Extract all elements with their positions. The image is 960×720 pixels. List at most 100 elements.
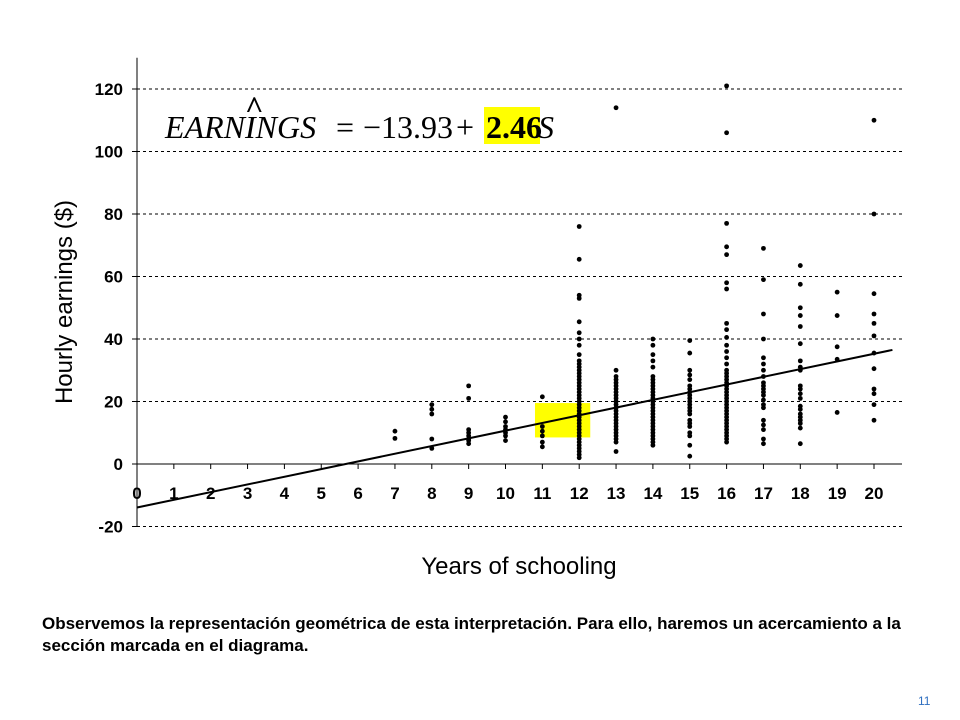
y-tick-label-100: 100 [95, 143, 123, 162]
data-point-215 [797, 395, 803, 401]
data-point-27 [539, 444, 545, 450]
data-point-157 [724, 361, 729, 367]
regression-equation: ^ EARNINGS = −13.93 + 2.46 S [164, 89, 554, 145]
data-point-31 [576, 295, 582, 301]
equation-slope: 2.46 [486, 109, 542, 145]
y-tick-label-40: 40 [104, 330, 123, 349]
y-tick-label-0: 0 [114, 455, 123, 474]
x-tick-label-12: 12 [570, 484, 589, 503]
data-point-187 [761, 361, 766, 367]
data-point-0 [392, 428, 398, 434]
x-tick-label-7: 7 [390, 484, 399, 503]
data-point-14 [466, 441, 472, 447]
data-point-207 [797, 324, 803, 329]
data-point-8 [466, 395, 472, 401]
regression-line-layer [136, 348, 893, 509]
data-point-183 [761, 277, 766, 283]
x-tick-label-8: 8 [427, 484, 436, 503]
data-point-145 [724, 130, 729, 136]
data-point-122 [687, 338, 693, 343]
data-point-142 [687, 442, 693, 448]
data-point-231 [871, 291, 877, 297]
data-point-205 [797, 305, 803, 311]
data-point-199 [761, 422, 766, 428]
data-point-225 [834, 313, 840, 318]
data-point-98 [650, 364, 656, 370]
data-point-186 [761, 355, 766, 361]
data-point-36 [576, 352, 582, 358]
x-tick-label-3: 3 [243, 484, 252, 503]
grid-layer [137, 88, 902, 527]
equation-equals: = [336, 109, 354, 145]
data-point-198 [761, 417, 766, 423]
data-point-26 [539, 439, 545, 445]
x-tick-label-2: 2 [206, 484, 215, 503]
data-point-22 [539, 394, 545, 400]
data-point-147 [724, 244, 729, 250]
data-point-238 [871, 391, 877, 397]
data-point-149 [724, 280, 729, 286]
equation-plus: + [456, 109, 474, 145]
data-point-237 [871, 386, 877, 392]
data-point-123 [687, 350, 693, 356]
data-point-34 [576, 336, 582, 342]
data-point-2 [429, 402, 435, 408]
y-axis-title: Hourly earnings ($) [51, 200, 78, 404]
data-point-1 [392, 435, 398, 441]
data-point-226 [834, 344, 840, 350]
data-point-150 [724, 286, 729, 292]
data-point-125 [687, 372, 693, 378]
data-point-229 [871, 117, 877, 123]
equation-hat: ^ [245, 89, 264, 125]
data-point-33 [576, 330, 582, 336]
x-tick-label-10: 10 [496, 484, 515, 503]
data-point-121 [650, 442, 656, 448]
equation-variable: S [538, 109, 554, 145]
data-point-233 [871, 320, 877, 326]
equation-intercept: −13.93 [363, 109, 453, 145]
data-point-144 [724, 83, 729, 89]
data-point-23 [539, 424, 545, 429]
data-point-139 [687, 424, 693, 429]
data-point-195 [761, 397, 766, 403]
data-point-206 [797, 313, 803, 318]
y-tick-label-60: 60 [104, 268, 123, 287]
x-tick-label-13: 13 [607, 484, 626, 503]
data-point-224 [834, 289, 840, 295]
y-tick-label-120: 120 [95, 80, 123, 99]
data-point-155 [724, 349, 729, 354]
data-point-194 [761, 392, 766, 398]
regression-line [136, 348, 893, 509]
data-point-156 [724, 355, 729, 361]
data-point-208 [797, 341, 803, 347]
data-point-35 [576, 342, 582, 348]
data-point-201 [761, 436, 766, 442]
data-point-29 [576, 256, 582, 262]
axes-layer [132, 57, 902, 527]
data-point-239 [871, 402, 877, 408]
data-point-20 [503, 433, 508, 439]
data-point-69 [613, 105, 619, 111]
x-tick-label-16: 16 [717, 484, 736, 503]
data-point-204 [797, 281, 803, 287]
data-point-4 [429, 411, 435, 417]
data-point-232 [871, 311, 877, 317]
data-point-182 [761, 245, 766, 251]
data-point-126 [687, 377, 693, 383]
data-point-202 [761, 441, 766, 447]
data-point-16 [503, 419, 508, 425]
x-tick-label-17: 17 [754, 484, 773, 503]
data-point-152 [724, 327, 729, 333]
data-point-197 [761, 405, 766, 411]
data-point-213 [797, 386, 803, 392]
data-point-217 [797, 406, 803, 412]
x-tick-label-0: 0 [132, 484, 141, 503]
data-point-209 [797, 358, 803, 364]
data-point-15 [503, 414, 508, 420]
data-point-181 [724, 439, 729, 445]
data-point-236 [871, 366, 877, 372]
data-point-200 [761, 427, 766, 433]
data-point-68 [576, 455, 582, 461]
